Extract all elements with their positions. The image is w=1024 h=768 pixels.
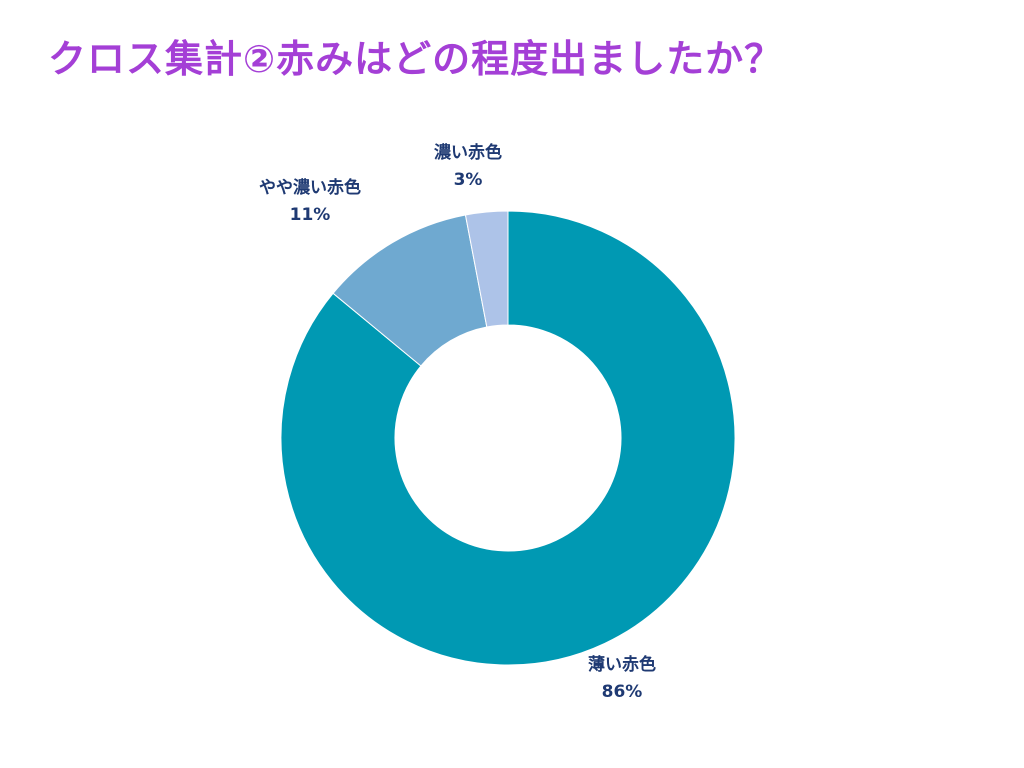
slices-layer [280, 210, 736, 666]
slice-label-3: 濃い赤色 [434, 142, 502, 163]
slice-value-label-1: 86% [602, 682, 643, 702]
slice-label-1: 薄い赤色 [588, 654, 656, 675]
slice-value-label-3: 3% [454, 170, 483, 190]
slice-3 [464, 210, 509, 328]
slice-1 [280, 210, 736, 666]
labels-layer: 薄い赤色 86% やや濃い赤色 11% 濃い赤色 3% [259, 142, 656, 702]
page-title: クロス集計②赤みはどの程度出ましたか？ [48, 37, 784, 81]
slice-value-label-2: 11% [290, 205, 331, 225]
slice-label-2: やや濃い赤色 [259, 177, 361, 198]
